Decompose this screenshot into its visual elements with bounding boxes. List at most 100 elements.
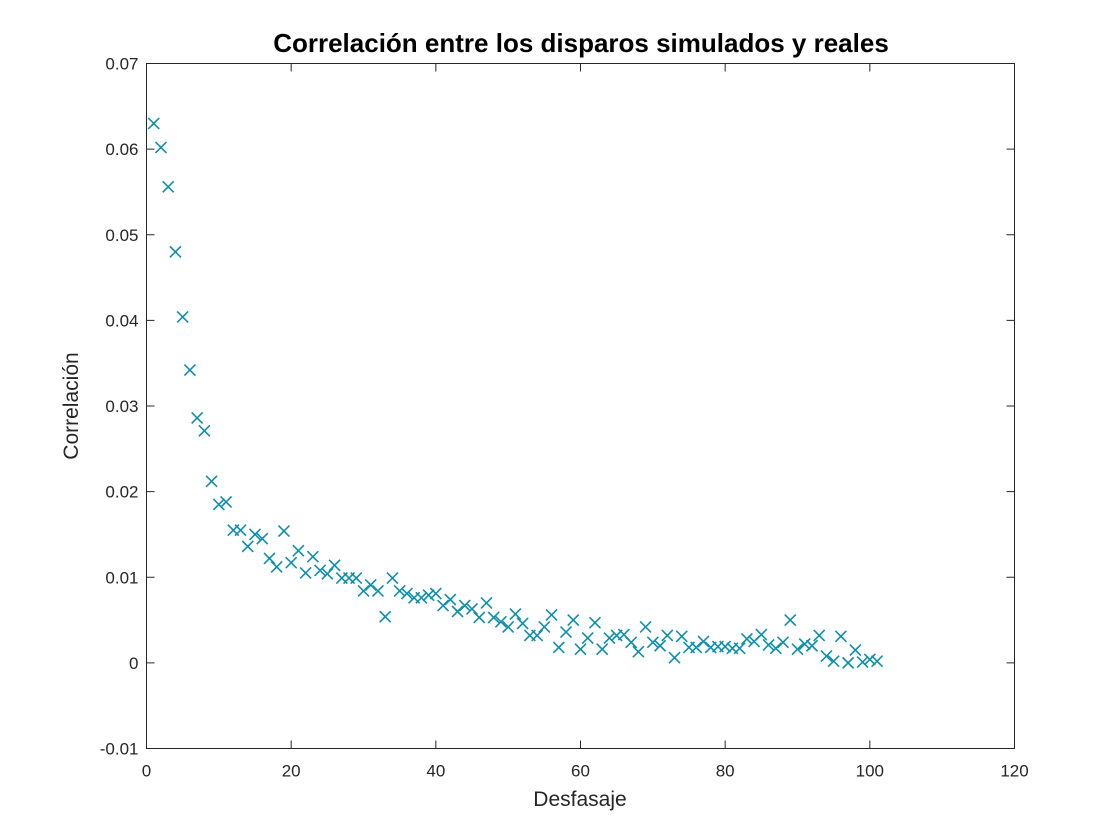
data-point <box>465 602 479 615</box>
x-axis-label: Desfasaje <box>533 788 626 811</box>
data-point <box>842 656 855 669</box>
y-tick-label: 0.04 <box>105 311 138 330</box>
data-point <box>306 550 319 563</box>
data-point <box>654 639 667 652</box>
y-tick-label: 0.06 <box>105 140 138 159</box>
data-point <box>400 587 413 600</box>
x-tick-label: 40 <box>426 762 445 781</box>
data-point <box>364 578 377 592</box>
data-point <box>834 630 847 643</box>
chart-title: Correlación entre los disparos simulados… <box>273 28 889 58</box>
data-points <box>147 117 884 669</box>
x-tick-label: 80 <box>716 762 735 781</box>
data-point <box>863 653 876 666</box>
data-point <box>509 608 522 621</box>
data-point <box>263 552 276 565</box>
data-point <box>437 599 450 612</box>
data-point <box>755 628 768 641</box>
data-point <box>661 629 674 642</box>
data-point <box>581 631 594 645</box>
data-point <box>277 524 290 538</box>
x-tick-label: 120 <box>1000 762 1028 781</box>
data-point <box>379 610 392 623</box>
data-point <box>154 141 168 154</box>
data-point <box>531 629 544 642</box>
data-point <box>668 651 681 664</box>
data-point <box>871 655 884 668</box>
data-point <box>798 637 811 651</box>
data-point <box>639 620 652 633</box>
data-point <box>147 117 160 130</box>
x-tick-label: 100 <box>856 762 884 781</box>
data-point <box>241 540 254 553</box>
data-point <box>856 655 869 669</box>
data-point <box>328 559 341 572</box>
data-point <box>675 630 688 643</box>
data-point <box>220 495 233 508</box>
y-tick-label: 0.03 <box>105 397 138 416</box>
data-point <box>574 643 587 656</box>
data-point <box>784 613 797 627</box>
y-tick-label: -0.01 <box>100 740 139 759</box>
data-point <box>299 566 312 580</box>
data-point <box>162 180 175 193</box>
data-point <box>371 584 385 598</box>
data-point <box>813 629 826 642</box>
data-point <box>697 635 710 648</box>
data-point <box>740 632 753 645</box>
data-point <box>205 475 218 488</box>
x-axis-ticks: 0 20 40 60 80 100 120 <box>142 63 1029 781</box>
data-point <box>632 645 645 658</box>
data-point <box>494 615 507 628</box>
data-point <box>805 639 819 652</box>
data-point <box>719 640 732 653</box>
data-point <box>588 616 602 629</box>
data-point <box>502 620 515 633</box>
y-tick-label: 0.07 <box>105 55 138 74</box>
data-point <box>820 649 833 663</box>
y-tick-label: 0.01 <box>105 568 138 587</box>
data-point <box>357 584 370 598</box>
data-point <box>429 587 442 600</box>
data-point <box>415 591 428 604</box>
y-axis-ticks: -0.01 0 0.01 0.02 0.03 0.04 0.05 0.06 0.07 <box>100 55 1015 759</box>
data-point <box>212 498 225 511</box>
data-point <box>292 544 305 557</box>
data-point <box>321 567 334 580</box>
data-point <box>690 641 703 654</box>
data-point <box>516 617 529 630</box>
data-point <box>248 528 262 541</box>
data-point <box>234 524 247 537</box>
data-point <box>762 638 775 651</box>
data-point <box>444 593 457 606</box>
data-point <box>314 564 327 577</box>
data-point <box>603 631 616 645</box>
data-point <box>191 411 204 425</box>
data-point <box>350 572 363 585</box>
data-point <box>596 643 609 656</box>
data-point <box>198 424 211 437</box>
data-point <box>393 584 406 598</box>
data-point <box>386 572 399 585</box>
data-point <box>458 599 471 612</box>
data-point <box>776 636 790 649</box>
y-tick-label: 0.05 <box>105 226 138 245</box>
data-point <box>451 605 464 618</box>
data-point <box>256 532 269 545</box>
data-point <box>559 625 573 639</box>
data-point <box>791 643 804 656</box>
data-point <box>769 642 782 655</box>
data-point <box>480 596 493 610</box>
data-point <box>552 641 565 654</box>
data-point <box>487 611 500 624</box>
data-point <box>545 608 558 621</box>
data-point <box>538 620 551 633</box>
data-point <box>733 642 746 655</box>
data-point <box>827 655 840 668</box>
data-point <box>422 589 435 602</box>
data-point <box>285 556 298 569</box>
data-point <box>176 310 189 324</box>
x-tick-label: 0 <box>142 762 151 781</box>
data-point <box>646 636 659 649</box>
